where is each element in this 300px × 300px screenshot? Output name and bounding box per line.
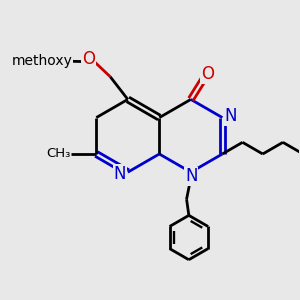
Text: methoxy: methoxy	[0, 299, 1, 300]
Text: methyl: methyl	[0, 299, 1, 300]
Text: methoxy: methoxy	[0, 299, 1, 300]
Text: N: N	[185, 167, 198, 185]
Text: methoxy: methoxy	[0, 299, 1, 300]
Text: methoxy: methoxy	[0, 299, 1, 300]
Text: N: N	[224, 107, 237, 125]
Text: methoxy: methoxy	[0, 299, 1, 300]
Text: O: O	[201, 65, 214, 83]
Text: O: O	[82, 50, 95, 68]
Text: methoxy: methoxy	[0, 299, 1, 300]
Text: CH₃: CH₃	[46, 147, 70, 160]
Text: methoxy: methoxy	[11, 54, 72, 68]
Text: N: N	[114, 165, 126, 183]
